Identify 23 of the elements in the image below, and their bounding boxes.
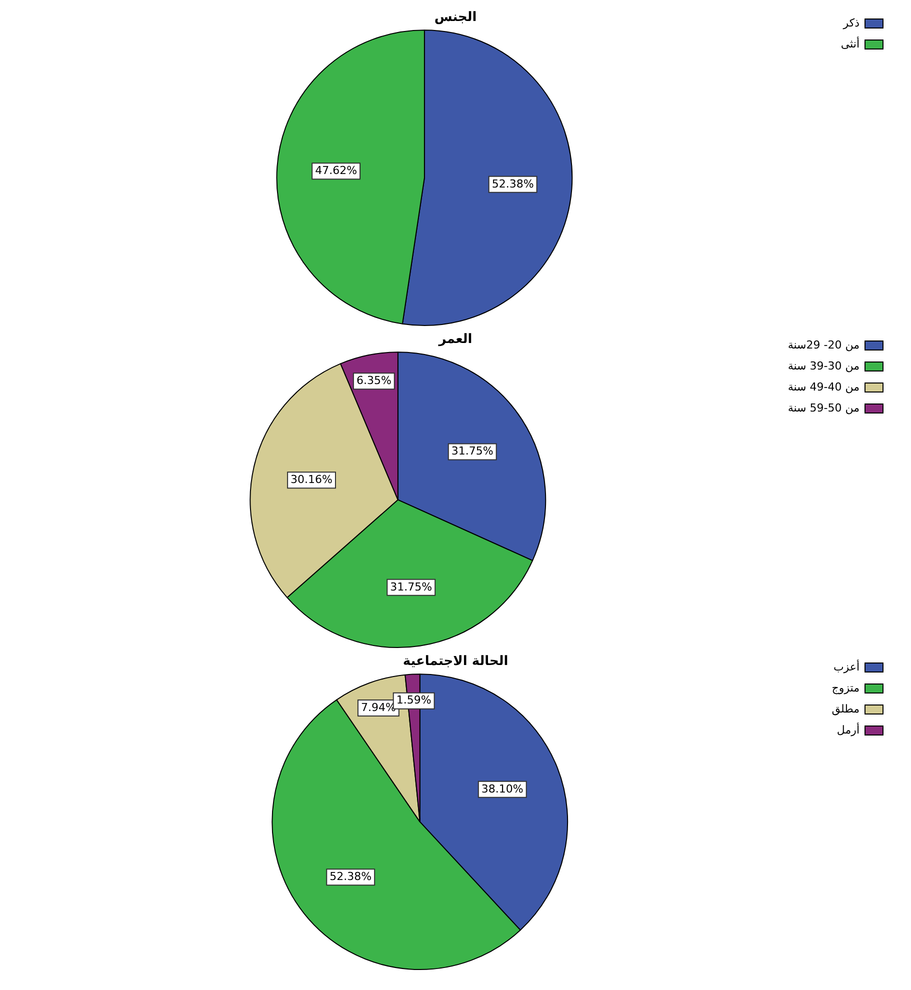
data-label: 6.35% (356, 374, 392, 387)
data-label: 31.75% (451, 444, 494, 458)
data-label: 7.94% (360, 700, 396, 714)
legend-label: من 40-49 سنة (788, 380, 860, 394)
legend-label: أعزب (833, 659, 860, 674)
legend-label: متزوج (832, 681, 860, 694)
data-label: 52.38% (492, 177, 534, 190)
data-label: 52.38% (330, 870, 372, 883)
data-label: 30.16% (290, 472, 332, 486)
chart-title: الجنس (434, 10, 477, 26)
legend-label: من 50-59 سنة (788, 401, 860, 414)
data-label: 38.10% (481, 782, 524, 796)
chart-title: العمر (438, 332, 472, 348)
chart-title: الحالة الاجتماعية (402, 654, 508, 670)
legend-label: مطلق (832, 702, 860, 716)
data-label: 1.59% (396, 694, 432, 707)
legend-label: أنثى (840, 36, 860, 50)
data-label: 31.75% (390, 580, 432, 594)
data-label: 47.62% (315, 164, 358, 178)
legend-label: أرمل (836, 722, 860, 736)
legend-label: من 30-39 سنة (788, 359, 860, 372)
legend-label: ذكر (842, 16, 860, 30)
legend-label: من 20- 29سنة (788, 338, 860, 352)
